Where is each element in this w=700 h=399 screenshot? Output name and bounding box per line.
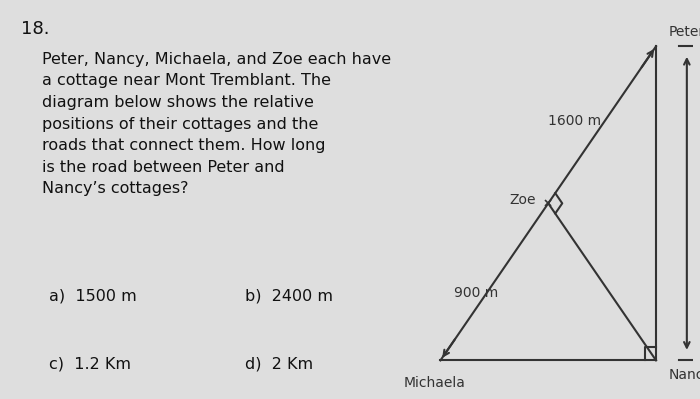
Text: Michaela: Michaela <box>403 376 466 390</box>
Text: b)  2400 m: b) 2400 m <box>245 288 333 303</box>
Text: 900 m: 900 m <box>454 286 498 300</box>
Text: Nancy: Nancy <box>668 368 700 382</box>
Text: c)  1.2 Km: c) 1.2 Km <box>49 356 131 371</box>
Text: a)  1500 m: a) 1500 m <box>49 288 136 303</box>
Text: d)  2 Km: d) 2 Km <box>245 356 313 371</box>
Text: 18.: 18. <box>21 20 50 38</box>
Text: 1600 m: 1600 m <box>548 114 601 128</box>
Text: Peter: Peter <box>668 25 700 39</box>
Text: Peter, Nancy, Michaela, and Zoe each have
a cottage near Mont Tremblant. The
dia: Peter, Nancy, Michaela, and Zoe each hav… <box>42 52 391 196</box>
Text: Zoe: Zoe <box>510 192 536 207</box>
